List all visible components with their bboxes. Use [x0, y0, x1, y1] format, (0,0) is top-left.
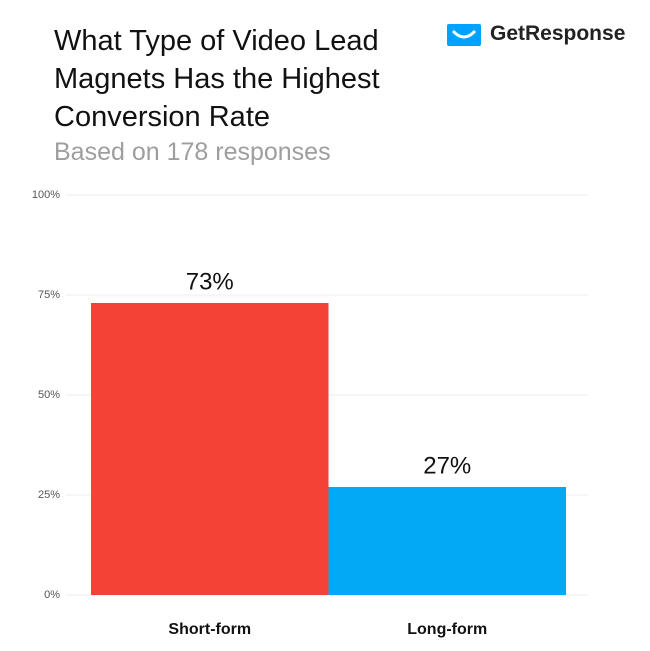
data-label: 27% — [423, 452, 471, 479]
chart-subtitle: Based on 178 responses — [54, 138, 331, 166]
x-tick-label: Long-form — [407, 621, 487, 638]
chart-title: What Type of Video Lead Magnets Has the … — [54, 25, 380, 133]
logo-icon — [447, 24, 481, 46]
y-tick-label: 75% — [38, 289, 60, 301]
y-tick-label: 50% — [38, 389, 60, 401]
logo: GetResponse — [490, 22, 626, 45]
data-label: 73% — [186, 268, 234, 295]
y-tick-label: 0% — [44, 589, 60, 601]
bar — [91, 303, 329, 595]
bar — [328, 487, 566, 595]
y-tick-label: 25% — [38, 489, 60, 501]
y-tick-label: 100% — [32, 189, 60, 201]
x-tick-label: Short-form — [168, 621, 251, 638]
